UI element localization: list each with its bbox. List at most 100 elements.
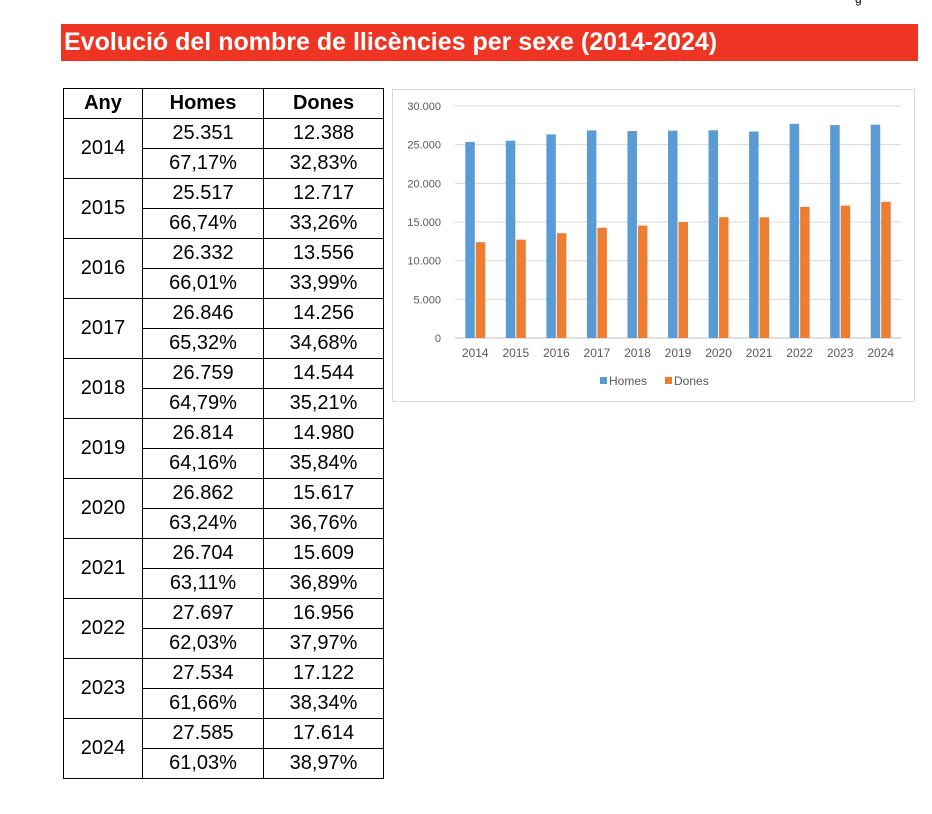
year-cell: 2023 <box>63 658 143 719</box>
men-count-cell: 26.332 <box>142 238 264 269</box>
men-count-cell: 26.862 <box>142 478 264 509</box>
x-tick-label: 2014 <box>462 346 489 360</box>
men-percent-cell: 67,17% <box>142 148 264 179</box>
table-row-percent: 61,03% 38,97% <box>64 748 384 779</box>
year-cell: 2014 <box>63 118 143 179</box>
table-row-counts: 2018 26.759 14.544 <box>63 358 384 419</box>
header-men: Homes <box>142 88 264 119</box>
men-percent-cell: 66,01% <box>142 268 264 299</box>
bar-homes <box>870 124 881 338</box>
y-tick-label: 25.000 <box>407 140 441 152</box>
women-count-cell: 15.617 <box>263 478 384 509</box>
women-percent-cell: 35,84% <box>263 448 384 479</box>
bar-chart-svg: 0 5.000 10.000 15.000 20.000 25.000 30.000 2014… <box>407 101 901 388</box>
table-row-counts: 2023 27.534 17.122 <box>63 658 384 719</box>
year-cell: 2019 <box>63 418 143 479</box>
legend-swatch-homes <box>600 377 607 384</box>
bar-dones <box>637 225 648 338</box>
x-tick-label: 2019 <box>665 346 692 360</box>
x-tick-label: 2024 <box>867 346 894 360</box>
x-tick-label: 2022 <box>786 346 813 360</box>
women-count-cell: 12.717 <box>263 178 384 209</box>
bar-homes <box>708 130 719 338</box>
bar-dones <box>800 206 810 338</box>
bar-dones <box>840 205 851 338</box>
table-row-percent: 64,79% 35,21% <box>64 388 384 419</box>
women-percent-cell: 35,21% <box>263 388 384 419</box>
bar-dones <box>516 239 526 338</box>
bar-dones <box>719 217 729 338</box>
x-tick-label: 2021 <box>746 346 773 360</box>
x-tick-label: 2023 <box>827 346 854 360</box>
table-row-percent: 66,01% 33,99% <box>64 268 384 299</box>
bar-homes <box>505 140 516 338</box>
women-percent-cell: 33,99% <box>263 268 384 299</box>
women-percent-cell: 38,34% <box>263 688 384 719</box>
women-count-cell: 14.256 <box>263 298 384 329</box>
men-percent-cell: 63,24% <box>142 508 264 539</box>
table-row-counts: 2016 26.332 13.556 <box>63 238 384 299</box>
table-row-counts: 2015 25.517 12.717 <box>63 178 384 239</box>
table-row-percent: 63,11% 36,89% <box>64 568 384 599</box>
year-cell: 2021 <box>63 538 143 599</box>
header-women: Dones <box>263 88 384 119</box>
table-row-counts: 2017 26.846 14.256 <box>63 298 384 359</box>
legend-label-dones: Dones <box>674 374 709 388</box>
table-row-counts: 2020 26.862 15.617 <box>63 478 384 539</box>
x-tick-label: 2018 <box>624 346 651 360</box>
y-tick-label: 0 <box>435 333 441 345</box>
women-percent-cell: 32,83% <box>263 148 384 179</box>
women-count-cell: 17.122 <box>263 658 384 689</box>
y-tick-label: 20.000 <box>407 178 441 190</box>
men-count-cell: 25.517 <box>142 178 264 209</box>
y-tick-label: 5.000 <box>413 294 441 306</box>
men-percent-cell: 65,32% <box>142 328 264 359</box>
men-percent-cell: 64,16% <box>142 448 264 479</box>
table-row-percent: 67,17% 32,83% <box>64 148 384 179</box>
bar-dones <box>556 233 567 338</box>
men-percent-cell: 62,03% <box>142 628 264 659</box>
women-percent-cell: 33,26% <box>263 208 384 239</box>
table-row-counts: 2024 27.585 17.614 <box>63 718 384 779</box>
table-row-counts: 2014 25.351 12.388 <box>63 118 384 179</box>
men-percent-cell: 63,11% <box>142 568 264 599</box>
page-title: Evolució del nombre de llicències per se… <box>61 24 918 61</box>
legend-label-homes: Homes <box>609 374 647 388</box>
table-row-percent: 65,32% 34,68% <box>64 328 384 359</box>
bar-homes <box>586 130 597 338</box>
bar-homes <box>627 131 637 338</box>
women-count-cell: 17.614 <box>263 718 384 749</box>
year-cell: 2015 <box>63 178 143 239</box>
year-cell: 2020 <box>63 478 143 539</box>
bar-dones <box>881 201 891 338</box>
bar-homes <box>668 130 678 338</box>
year-cell: 2016 <box>63 238 143 299</box>
men-count-cell: 27.697 <box>142 598 264 629</box>
year-cell: 2018 <box>63 358 143 419</box>
women-percent-cell: 34,68% <box>263 328 384 359</box>
men-percent-cell: 61,66% <box>142 688 264 719</box>
y-tick-label: 15.000 <box>407 217 441 229</box>
men-count-cell: 26.814 <box>142 418 264 449</box>
women-percent-cell: 36,76% <box>263 508 384 539</box>
men-count-cell: 25.351 <box>142 118 264 149</box>
men-count-cell: 27.534 <box>142 658 264 689</box>
table-row-counts: 2021 26.704 15.609 <box>63 538 384 599</box>
men-percent-cell: 66,74% <box>142 208 264 239</box>
y-tick-label: 10.000 <box>407 256 441 268</box>
x-tick-label: 2015 <box>502 346 529 360</box>
bar-homes <box>546 134 556 338</box>
women-count-cell: 14.980 <box>263 418 384 449</box>
table-row-counts: 2022 27.697 16.956 <box>63 598 384 659</box>
table-row-percent: 64,16% 35,84% <box>64 448 384 479</box>
bar-homes <box>830 125 840 338</box>
women-count-cell: 14.544 <box>263 358 384 389</box>
women-count-cell: 15.609 <box>263 538 384 569</box>
bar-chart: 0 5.000 10.000 15.000 20.000 25.000 30.000 2014… <box>392 89 915 402</box>
women-percent-cell: 38,97% <box>263 748 384 779</box>
bar-homes <box>465 141 475 338</box>
men-percent-cell: 64,79% <box>142 388 264 419</box>
licenses-table: Any Homes Dones 2014 25.351 12.388 67,17% 32… <box>63 88 384 779</box>
page-corner-mark: g <box>855 0 862 6</box>
men-count-cell: 26.759 <box>142 358 264 389</box>
